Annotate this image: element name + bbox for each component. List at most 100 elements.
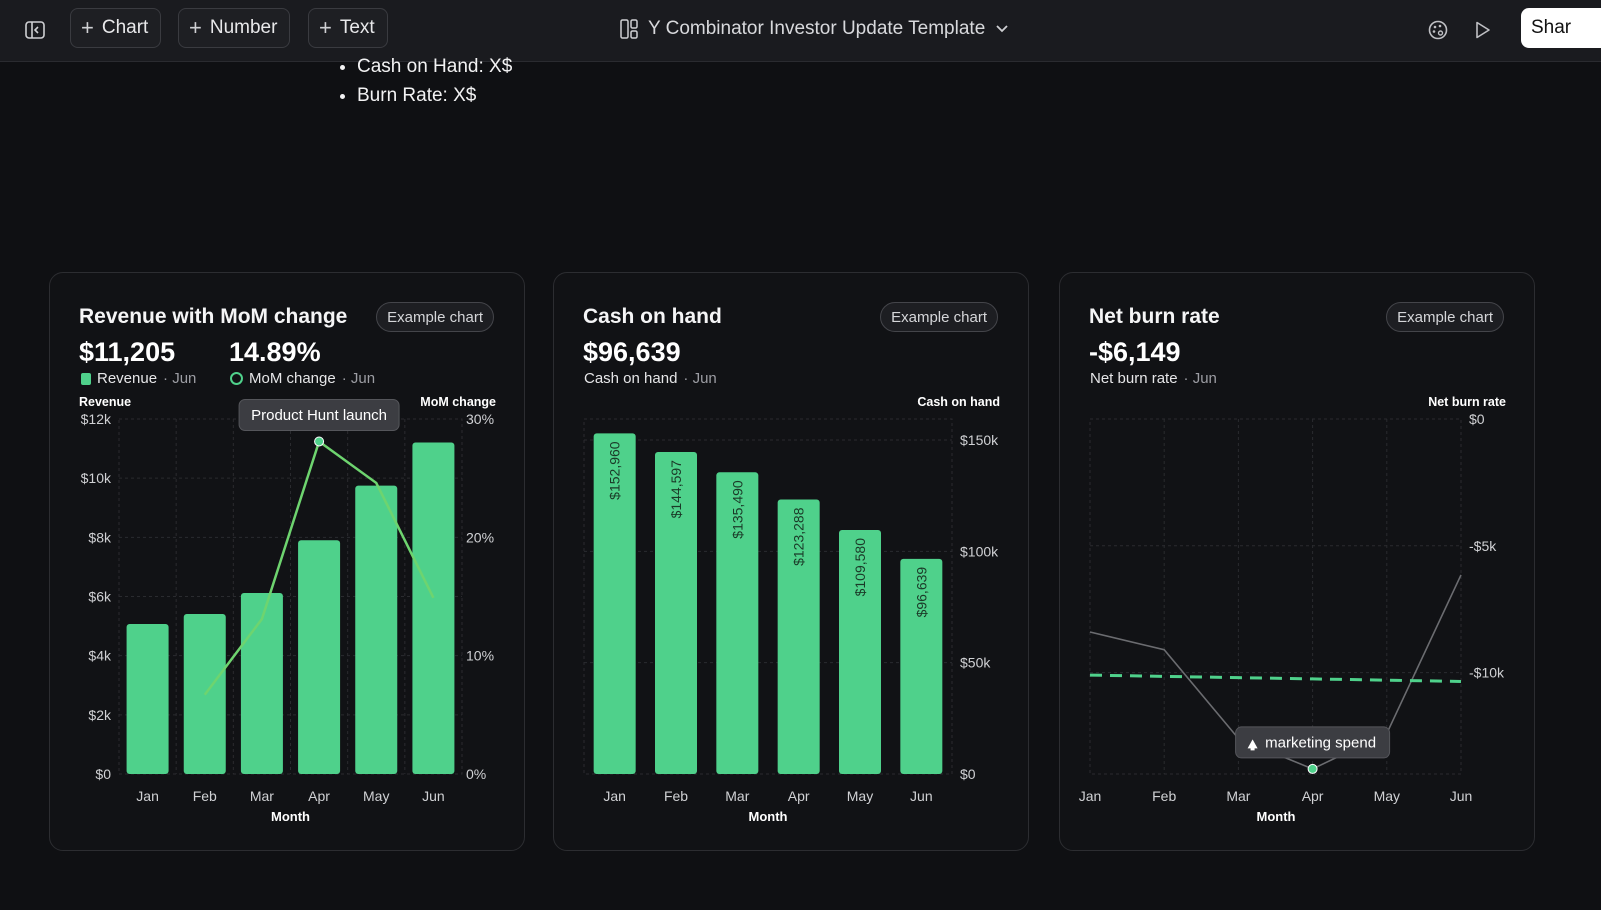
y-tick-label: $100k <box>960 543 999 559</box>
x-tick-label: Feb <box>1152 788 1176 804</box>
y-tick-label: $2k <box>88 707 112 723</box>
y-tick-label: $10k <box>81 470 112 486</box>
legend-label: Revenue <box>97 370 158 387</box>
example-chart-badge[interactable]: Example chart <box>1386 302 1504 332</box>
arrow-up-icon <box>1247 739 1258 751</box>
share-label: Shar <box>1531 17 1572 38</box>
x-tick-label: May <box>847 788 873 804</box>
legend-period: · Jun <box>683 370 717 387</box>
card-title: Net burn rate <box>1089 305 1220 328</box>
burn-legend: Net burn rate · Jun <box>1090 370 1217 387</box>
y-tick-label: $150k <box>960 432 999 448</box>
plot-area-border <box>583 418 953 775</box>
bullet-burn-rate: Burn Rate: X$ <box>357 81 512 110</box>
x-axis-title: Month <box>271 809 310 824</box>
bar-cash-apr <box>777 499 820 774</box>
burn-value: -$6,149 <box>1089 337 1181 367</box>
bar-data-label: $123,288 <box>791 507 807 566</box>
bar-data-label: $135,490 <box>729 480 745 539</box>
x-tick-label: Mar <box>250 788 274 804</box>
bullet-cash-on-hand: Cash on Hand: X$ <box>357 52 512 81</box>
legend-circle-icon <box>230 372 243 385</box>
x-tick-label: May <box>1374 788 1400 804</box>
y-tick-label: -$10k <box>1469 665 1505 681</box>
annotation-box <box>238 398 400 431</box>
x-tick-label: Feb <box>664 788 688 804</box>
y-tick-label: $12k <box>81 411 112 427</box>
document-title-dropdown[interactable]: Y Combinator Investor Update Template <box>620 14 1009 44</box>
add-text-button[interactable]: + Text <box>308 8 388 48</box>
cash-on-hand-card[interactable]: Cash on hand Example chart $96,639 Cash … <box>553 272 1029 851</box>
bar-revenue-mar <box>240 592 283 774</box>
x-tick-label: Jan <box>1079 788 1102 804</box>
layout-icon <box>620 19 638 39</box>
revenue-mom-chart[interactable]: Product Hunt launch $0 $2k $4k $6k $8k $10k $12… <box>50 273 526 852</box>
x-tick-label: Mar <box>1226 788 1250 804</box>
y-tick-label: $8k <box>88 529 112 545</box>
x-tick-label: Apr <box>1302 788 1324 804</box>
legend-label: Net burn rate <box>1090 370 1178 387</box>
y-axis-title: Cash on hand <box>917 395 1000 409</box>
annotation-point <box>1307 763 1318 774</box>
y-right-tick-label: 30% <box>466 411 494 427</box>
y-tick-label: $4k <box>88 648 112 664</box>
x-axis-title: Month <box>1257 809 1296 824</box>
legend-period: · Jun <box>341 370 376 387</box>
y-tick-label: -$5k <box>1469 538 1497 554</box>
legend-period: · Jun <box>163 370 197 387</box>
bar-revenue-jan <box>126 624 169 774</box>
trend-dashed-line <box>1089 673 1462 683</box>
cash-value: $96,639 <box>583 337 681 367</box>
bar-cash-jan <box>593 433 636 774</box>
y-tick-label: $50k <box>960 655 991 671</box>
net-burn-card[interactable]: Net burn rate Example chart -$6,149 Net … <box>1059 272 1535 851</box>
plot-area-border <box>1089 418 1462 775</box>
annotation-text: Product Hunt launch <box>251 407 387 424</box>
x-tick-label: Apr <box>308 788 330 804</box>
share-button[interactable]: Shar <box>1521 8 1601 48</box>
bar-cash-may <box>839 530 881 774</box>
y-tick-label: $0 <box>95 766 111 782</box>
bar-cash-mar <box>716 472 759 774</box>
net-burn-chart[interactable]: marketing spend $0 -$5k -$10k Jan Feb Mar Apr Ma… <box>1060 273 1536 852</box>
card-title: Cash on hand <box>583 305 722 328</box>
bar-data-label: $144,597 <box>668 460 684 519</box>
cash-legend: Cash on hand · Jun <box>584 370 717 387</box>
plus-icon: + <box>319 15 332 40</box>
revenue-chart-card[interactable]: Revenue with MoM change Example chart $1… <box>49 272 525 851</box>
add-number-label: Number <box>209 17 278 38</box>
card-title: Revenue with MoM change <box>79 305 348 328</box>
y-right-tick-label: 10% <box>466 648 494 664</box>
add-number-button[interactable]: + Number <box>178 8 291 48</box>
y-tick-label: $0 <box>960 766 976 782</box>
bar-revenue-jun <box>412 442 455 774</box>
palette-icon[interactable] <box>1424 16 1452 44</box>
x-tick-label: May <box>363 788 389 804</box>
example-chart-badge[interactable]: Example chart <box>880 302 998 332</box>
x-tick-label: Feb <box>193 788 217 804</box>
bar-data-label: $109,580 <box>852 538 868 597</box>
mom-change-value: 14.89% <box>229 337 321 367</box>
x-tick-label: Jun <box>1450 788 1473 804</box>
bar-data-label: $96,639 <box>913 567 929 618</box>
cash-on-hand-chart[interactable]: $152,960 $144,597 $135,490 $123,288 $109,580… <box>554 273 1030 852</box>
legend-label: Cash on hand <box>584 370 678 387</box>
sidebar-toggle-icon[interactable] <box>21 16 49 44</box>
mom-legend: MoM change · Jun <box>230 370 375 387</box>
x-tick-label: Apr <box>788 788 810 804</box>
example-chart-badge[interactable]: Example chart <box>376 302 494 332</box>
bar-data-label: $152,960 <box>607 441 623 500</box>
toolbar: + Chart + Number + Text Y Combinator Inv… <box>0 0 1601 62</box>
add-chart-label: Chart <box>101 17 149 38</box>
revenue-legend: Revenue · Jun <box>81 370 196 387</box>
present-play-icon[interactable] <box>1468 16 1496 44</box>
revenue-value: $11,205 <box>79 337 176 367</box>
x-axis-title: Month <box>749 809 788 824</box>
x-tick-label: Jun <box>910 788 933 804</box>
bar-cash-jun <box>900 558 943 774</box>
add-chart-button[interactable]: + Chart <box>70 8 162 48</box>
chevron-down-icon <box>996 25 1008 33</box>
annotation-box <box>1235 726 1391 759</box>
annotation-point <box>314 436 325 447</box>
plus-icon: + <box>81 15 94 40</box>
